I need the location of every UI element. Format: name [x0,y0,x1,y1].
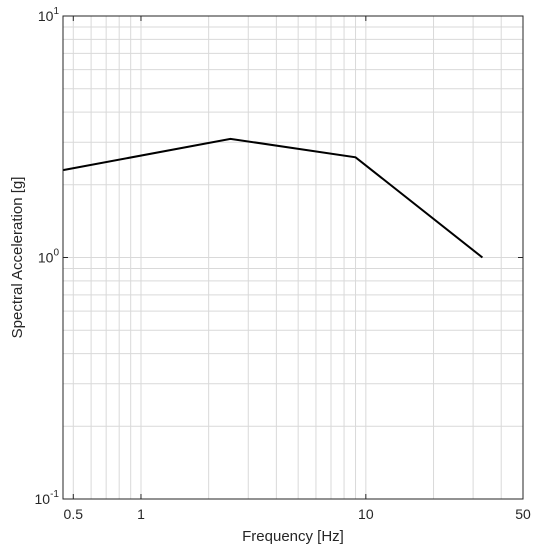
grid-layer [63,16,524,499]
tick-layer: 0.5 1 10 50 10-1 100 101 [35,6,531,522]
y-axis-label: Spectral Acceleration [g] [9,177,26,339]
x-tick-label: 10 [358,506,374,522]
x-tick-label: 0.5 [64,506,84,522]
y-tick-label: 100 [38,248,60,266]
x-tick-label: 1 [137,506,145,522]
x-tick-label: 50 [515,506,531,522]
x-axis-label: Frequency [Hz] [242,528,344,545]
series-layer [62,137,484,259]
series-line [62,137,484,259]
y-tick-label: 101 [38,6,60,24]
y-tick-label: 10-1 [35,489,60,507]
